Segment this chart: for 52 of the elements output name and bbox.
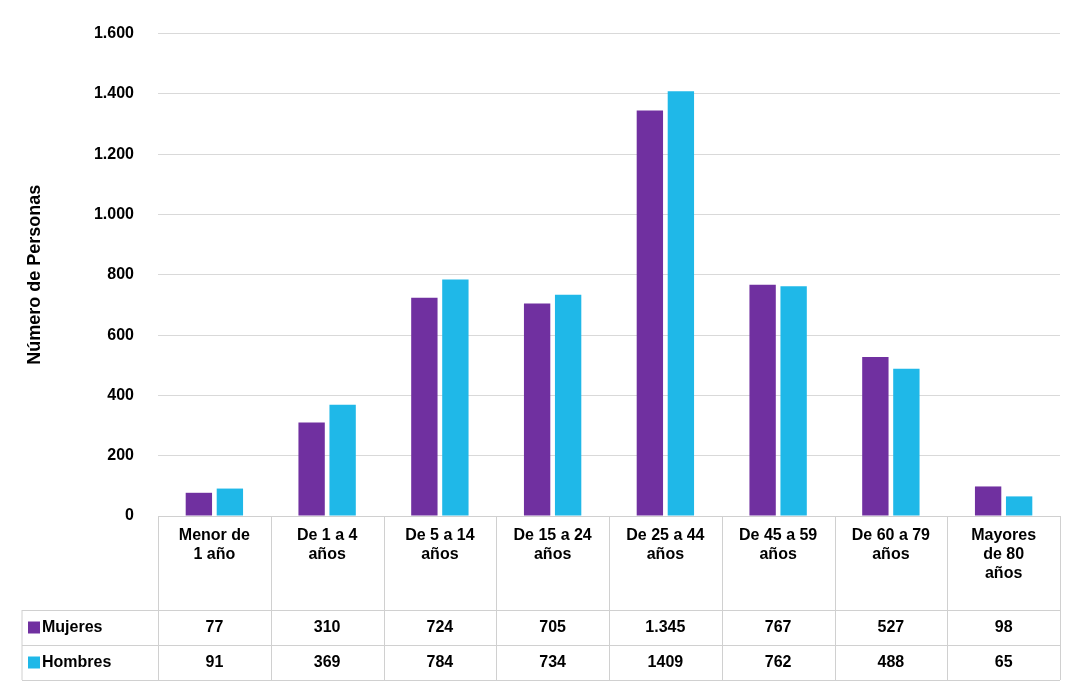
y-tick-label: 200 xyxy=(107,446,135,464)
data-label: 98 xyxy=(994,617,1013,635)
x-tick-label: Mayores de 80 años xyxy=(971,526,1037,582)
y-tick-label: 600 xyxy=(107,325,135,343)
data-label: 724 xyxy=(426,617,454,635)
bar xyxy=(667,91,695,516)
y-tick-label: 1.000 xyxy=(93,204,135,222)
bar xyxy=(216,488,244,516)
y-tick-label: 400 xyxy=(107,385,135,403)
y-tick-label: 1.400 xyxy=(93,84,135,102)
x-tick-label: De 60 a 79 años xyxy=(851,526,931,563)
data-label: 762 xyxy=(764,652,792,670)
data-label: 65 xyxy=(994,652,1013,670)
x-tick-label: De 1 a 4 años xyxy=(296,526,358,563)
legend-label: Hombres xyxy=(42,652,112,670)
bar xyxy=(1005,496,1033,516)
bar xyxy=(974,486,1002,516)
y-axis-title: Número de Personas xyxy=(23,184,44,365)
bar xyxy=(185,492,213,516)
bar xyxy=(298,422,325,516)
data-label: 488 xyxy=(877,652,905,670)
bar xyxy=(523,303,551,516)
data-label: 369 xyxy=(313,652,341,670)
data-label: 310 xyxy=(313,617,341,635)
data-label: 705 xyxy=(539,617,567,635)
data-label: 1409 xyxy=(647,652,684,670)
x-tick-label: Menor de 1 año xyxy=(178,526,251,563)
y-tick-label: 1.200 xyxy=(93,144,135,162)
data-label: 527 xyxy=(877,617,905,635)
data-label: 734 xyxy=(539,652,567,670)
bar xyxy=(636,110,664,516)
legend-label: Mujeres xyxy=(42,617,103,635)
x-tick-label: De 45 a 59 años xyxy=(738,526,818,563)
data-label: 91 xyxy=(205,652,224,670)
data-label: 1.345 xyxy=(645,617,686,635)
y-tick-label: 1.600 xyxy=(93,24,135,42)
bar xyxy=(749,284,776,516)
bar xyxy=(329,404,356,516)
x-tick-label: De 5 a 14 años xyxy=(405,526,475,563)
bar xyxy=(554,294,582,516)
bar xyxy=(411,297,438,516)
data-label: 784 xyxy=(426,652,454,670)
data-label: 767 xyxy=(764,617,792,635)
bar xyxy=(442,279,469,516)
y-tick-label: 0 xyxy=(125,506,135,524)
x-tick-label: De 15 a 24 años xyxy=(513,526,592,563)
x-tick-label: De 25 a 44 años xyxy=(626,526,705,563)
bar xyxy=(862,357,889,516)
data-label: 77 xyxy=(205,617,224,635)
y-tick-label: 800 xyxy=(107,265,135,283)
bar xyxy=(893,368,920,516)
bar xyxy=(780,286,807,516)
